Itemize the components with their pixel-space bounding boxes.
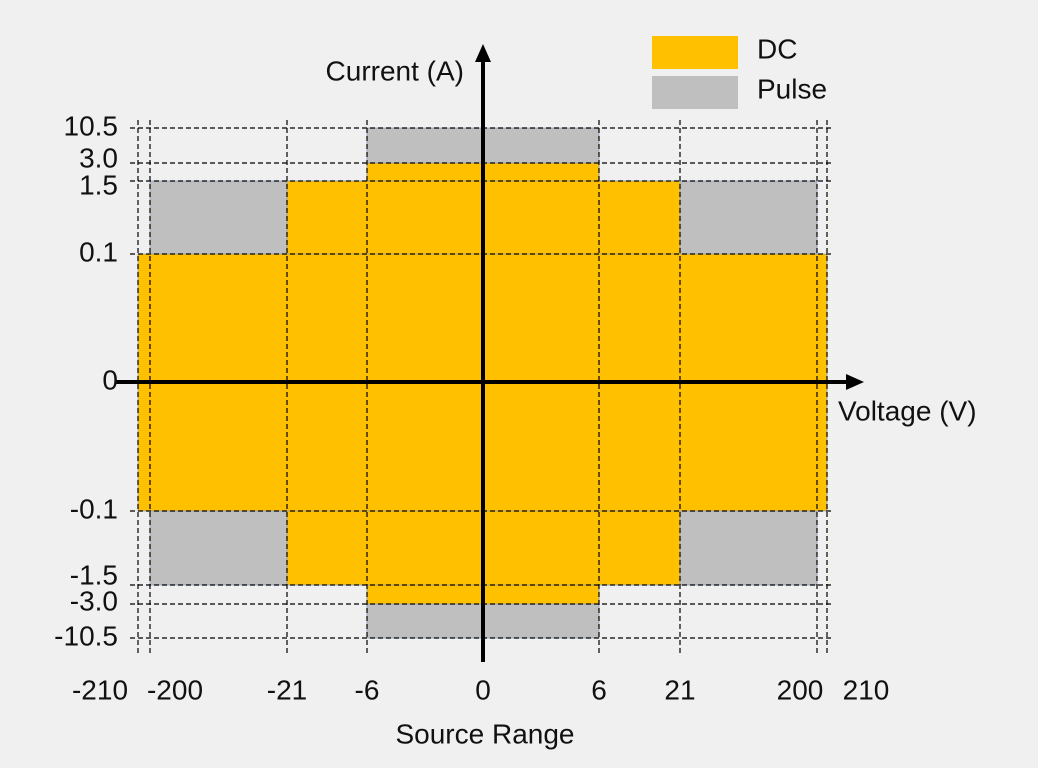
x-tick-label: -21 [267,674,307,705]
x-axis-label: Voltage (V) [838,395,977,426]
y-axis-label: Current (A) [326,55,464,86]
x-tick-label: -200 [147,674,203,705]
x-tick-label: 21 [664,674,695,705]
y-arrow [475,44,491,62]
x-tick-label: -210 [72,674,128,705]
y-tick-label: -3.0 [70,585,118,616]
x-tick-label: 210 [843,674,890,705]
x-tick-label: 0 [475,674,491,705]
y-tick-label: -10.5 [54,620,118,651]
x-tick-label: 200 [777,674,824,705]
y-tick-label: 0 [102,364,118,395]
legend-label: Pulse [757,73,827,104]
x-tick-label: -6 [355,674,380,705]
y-tick-label: -0.1 [70,493,118,524]
y-tick-label: 1.5 [79,169,118,200]
x-arrow [846,374,864,390]
x-caption: Source Range [395,718,574,749]
legend-swatch [652,76,738,109]
x-tick-label: 6 [591,674,607,705]
y-tick-label: 3.0 [79,142,118,173]
y-tick-label: 0.1 [79,236,118,267]
y-tick-label: -1.5 [70,559,118,590]
axes [115,44,864,662]
y-tick-label: 10.5 [64,110,119,141]
legend-swatch [652,36,738,69]
legend-label: DC [757,33,797,64]
